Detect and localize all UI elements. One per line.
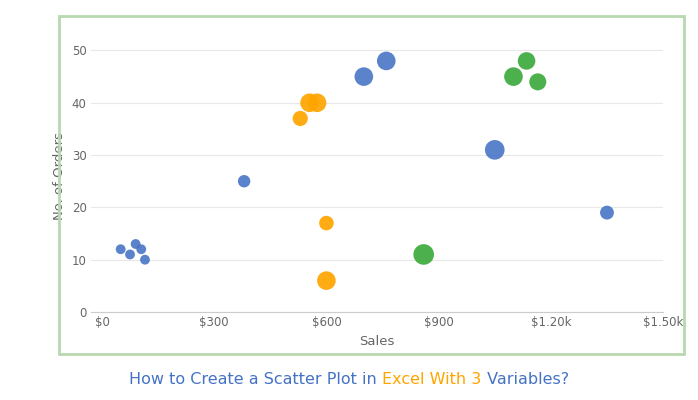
Legend: Cosmetic, Electronics, Garments: Cosmetic, Electronics, Garments bbox=[63, 397, 377, 400]
X-axis label: Sales: Sales bbox=[359, 335, 394, 348]
Point bbox=[489, 147, 500, 153]
Point bbox=[358, 74, 369, 80]
Point bbox=[140, 256, 151, 263]
Point bbox=[115, 246, 126, 252]
Point bbox=[321, 278, 332, 284]
Text: How to Create a Scatter Plot in: How to Create a Scatter Plot in bbox=[129, 372, 383, 387]
Point bbox=[130, 241, 141, 247]
Point bbox=[321, 220, 332, 226]
Y-axis label: No. of Orders: No. of Orders bbox=[53, 132, 66, 220]
Point bbox=[135, 246, 147, 252]
Point bbox=[295, 115, 306, 122]
Point bbox=[521, 58, 532, 64]
Point bbox=[602, 210, 613, 216]
Point bbox=[124, 251, 135, 258]
Text: Excel With 3: Excel With 3 bbox=[383, 372, 482, 387]
Point bbox=[239, 178, 250, 184]
Point bbox=[532, 79, 543, 85]
Point bbox=[311, 100, 322, 106]
Point bbox=[380, 58, 392, 64]
Text: Variables?: Variables? bbox=[482, 372, 569, 387]
Point bbox=[304, 100, 315, 106]
Point bbox=[508, 74, 519, 80]
Point bbox=[418, 251, 429, 258]
